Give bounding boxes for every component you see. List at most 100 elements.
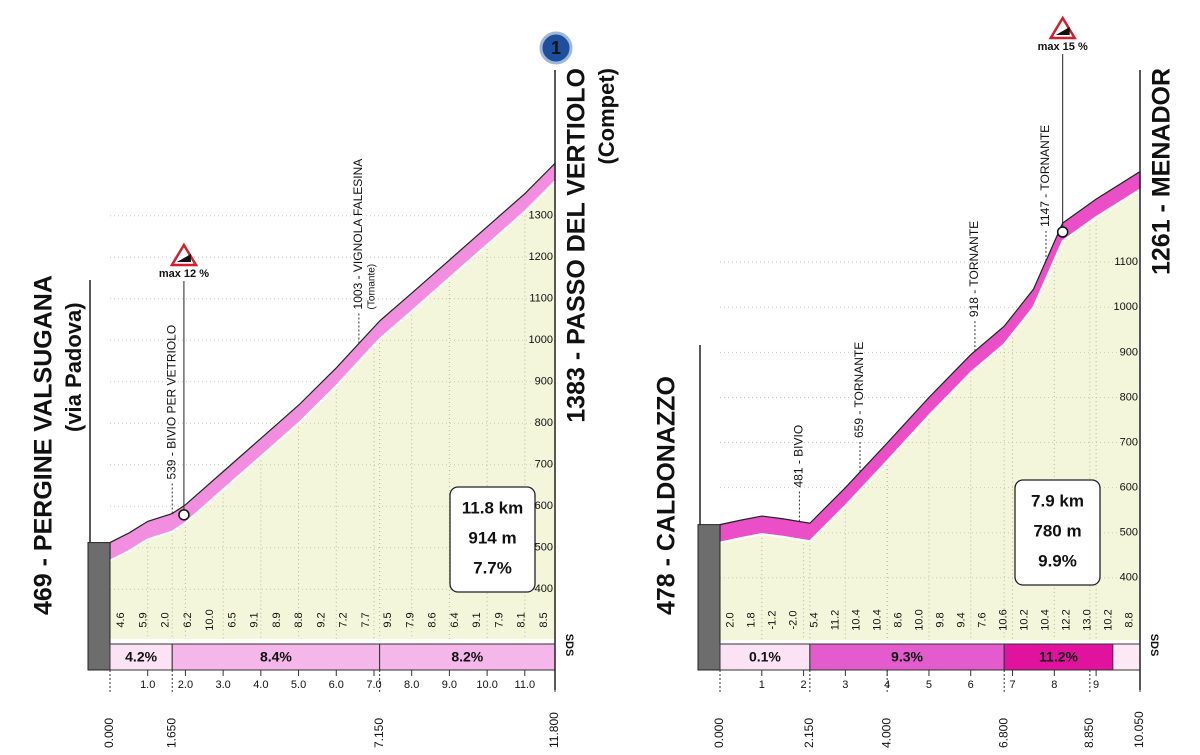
- km-gradient: 8.5: [538, 612, 550, 627]
- max-point: [178, 509, 190, 521]
- x-tick-label: 11.800: [547, 712, 561, 748]
- km-gradient: 8.8: [1123, 612, 1135, 627]
- end-sub: (Compet): [594, 68, 619, 165]
- start-wall: [87, 542, 111, 671]
- x-tick-label: 8.0: [404, 679, 419, 691]
- km-gradient: 10.4: [871, 609, 883, 630]
- km-gradient: 9.8: [934, 612, 946, 627]
- annotation-label: 918 - TORNANTE: [967, 221, 981, 317]
- y-tick-label: 800: [1120, 391, 1138, 403]
- km-gradient: 1.8: [745, 612, 757, 627]
- end-label: 1261 - MENADOR: [1148, 68, 1176, 275]
- km-gradient: 8.1: [516, 612, 528, 627]
- x-tick-label: 0.000: [712, 718, 726, 748]
- x-tick-label: 7: [1009, 679, 1015, 691]
- segment-label: 4.2%: [125, 649, 157, 665]
- annotation-label: 1147 - TORNANTE: [1038, 125, 1052, 227]
- km-gradient: 10.6: [997, 609, 1009, 630]
- x-tick-label: 5.0: [291, 679, 306, 691]
- y-tick-label: 800: [535, 417, 553, 429]
- x-tick-label: 6.800: [996, 718, 1010, 748]
- y-tick-label: 1200: [529, 251, 553, 263]
- x-tick-label: 8.850: [1082, 718, 1096, 748]
- y-tick-label: 700: [535, 459, 553, 471]
- gradient-segment: [719, 643, 811, 671]
- km-gradient: 10.0: [204, 609, 216, 630]
- km-gradient: 10.0: [913, 609, 925, 630]
- y-tick-label: 1300: [529, 210, 553, 222]
- km-gradient: 12.2: [1060, 609, 1072, 630]
- km-gradient: 6.2: [182, 612, 194, 627]
- gradient-segment: [109, 643, 173, 671]
- km-gradient: 9.1: [249, 612, 261, 627]
- gradient-segment: [171, 643, 381, 671]
- max-label: max 12 %: [159, 268, 209, 280]
- y-tick-label: 900: [535, 376, 553, 388]
- start-sub: (via Padova): [61, 302, 86, 432]
- km-gradient: 11.2: [829, 610, 841, 631]
- annotation-label: 481 - BIVIO: [792, 425, 806, 488]
- km-gradient: 7.6: [976, 612, 988, 627]
- x-tick-label: 4.000: [879, 718, 893, 748]
- segment-label: 9.3%: [891, 649, 923, 665]
- km-gradient: 9.2: [315, 612, 327, 627]
- y-tick-label: 500: [535, 542, 553, 554]
- x-tick-label: 9.0: [442, 679, 457, 691]
- km-gradient: 6.4: [449, 612, 461, 627]
- max-icon-slope: [176, 254, 191, 262]
- km-gradient: 7.7: [360, 612, 372, 627]
- km-gradient: 8.8: [293, 612, 305, 627]
- annotation-label: 539 - BIVIO PER VETRIOLO: [164, 325, 178, 480]
- x-tick-label: 3: [842, 679, 848, 691]
- km-gradient: 8.6: [427, 612, 439, 627]
- kom-icon-label: 1: [551, 38, 561, 58]
- x-tick-label: 1.0: [140, 679, 155, 691]
- y-tick-label: 500: [1120, 527, 1138, 539]
- annotation-label: 659 - TORNANTE: [852, 342, 866, 438]
- km-gradient: -1.2: [766, 611, 778, 630]
- km-gradient: 6.5: [226, 612, 238, 627]
- segment-label: 0.1%: [749, 649, 781, 665]
- summary-box: [449, 486, 536, 593]
- x-tick-label: 4.0: [253, 679, 268, 691]
- x-tick-label: 1.650: [164, 718, 178, 748]
- summary-line: 9.9%: [1038, 551, 1077, 570]
- x-tick-label: 5: [926, 679, 932, 691]
- segment-label: 8.2%: [451, 649, 483, 665]
- x-tick-label: 7.150: [372, 718, 386, 748]
- x-tick-label: 3.0: [215, 679, 230, 691]
- segment-label: 8.4%: [260, 649, 292, 665]
- summary-line: 780 m: [1033, 521, 1081, 540]
- y-tick-label: 1100: [529, 293, 553, 305]
- kom-icon: [539, 31, 573, 65]
- km-gradient: 13.0: [1081, 609, 1093, 630]
- annotation-sub: (Tornante): [367, 264, 378, 310]
- km-gradient: 7.2: [338, 612, 350, 627]
- km-gradient: 9.5: [382, 612, 394, 627]
- x-tick-label: 9: [1093, 679, 1099, 691]
- logo: SDS: [563, 634, 575, 657]
- y-tick-label: 1100: [1114, 256, 1138, 268]
- x-tick-label: 6.0: [329, 679, 344, 691]
- x-tick-label: 2.0: [178, 679, 193, 691]
- max-icon-slope: [1055, 27, 1070, 35]
- x-tick-label: 6: [968, 679, 974, 691]
- km-gradient: 10.2: [1102, 609, 1114, 630]
- km-gradient: 5.4: [808, 612, 820, 627]
- end-label: 1383 - PASSO DEL VERTIOLO: [563, 68, 591, 423]
- summary-line: 914 m: [468, 528, 516, 547]
- x-tick-label: 7.0: [366, 679, 381, 691]
- km-gradient: 10.2: [1018, 609, 1030, 630]
- x-tick-label: 10.0: [476, 679, 497, 691]
- profile-line: [109, 180, 556, 562]
- km-gradient: -2.0: [787, 611, 799, 630]
- y-tick-label: 400: [1120, 572, 1138, 584]
- x-tick-label: 0.000: [102, 718, 116, 748]
- x-tick-label: 4: [884, 679, 890, 691]
- km-gradient: 4.6: [115, 612, 127, 627]
- logo: SDS: [1148, 634, 1160, 657]
- x-tick-label: 2: [801, 679, 807, 691]
- profile-area: [110, 181, 555, 640]
- max-label: max 15 %: [1038, 41, 1088, 53]
- y-tick-label: 1000: [529, 334, 553, 346]
